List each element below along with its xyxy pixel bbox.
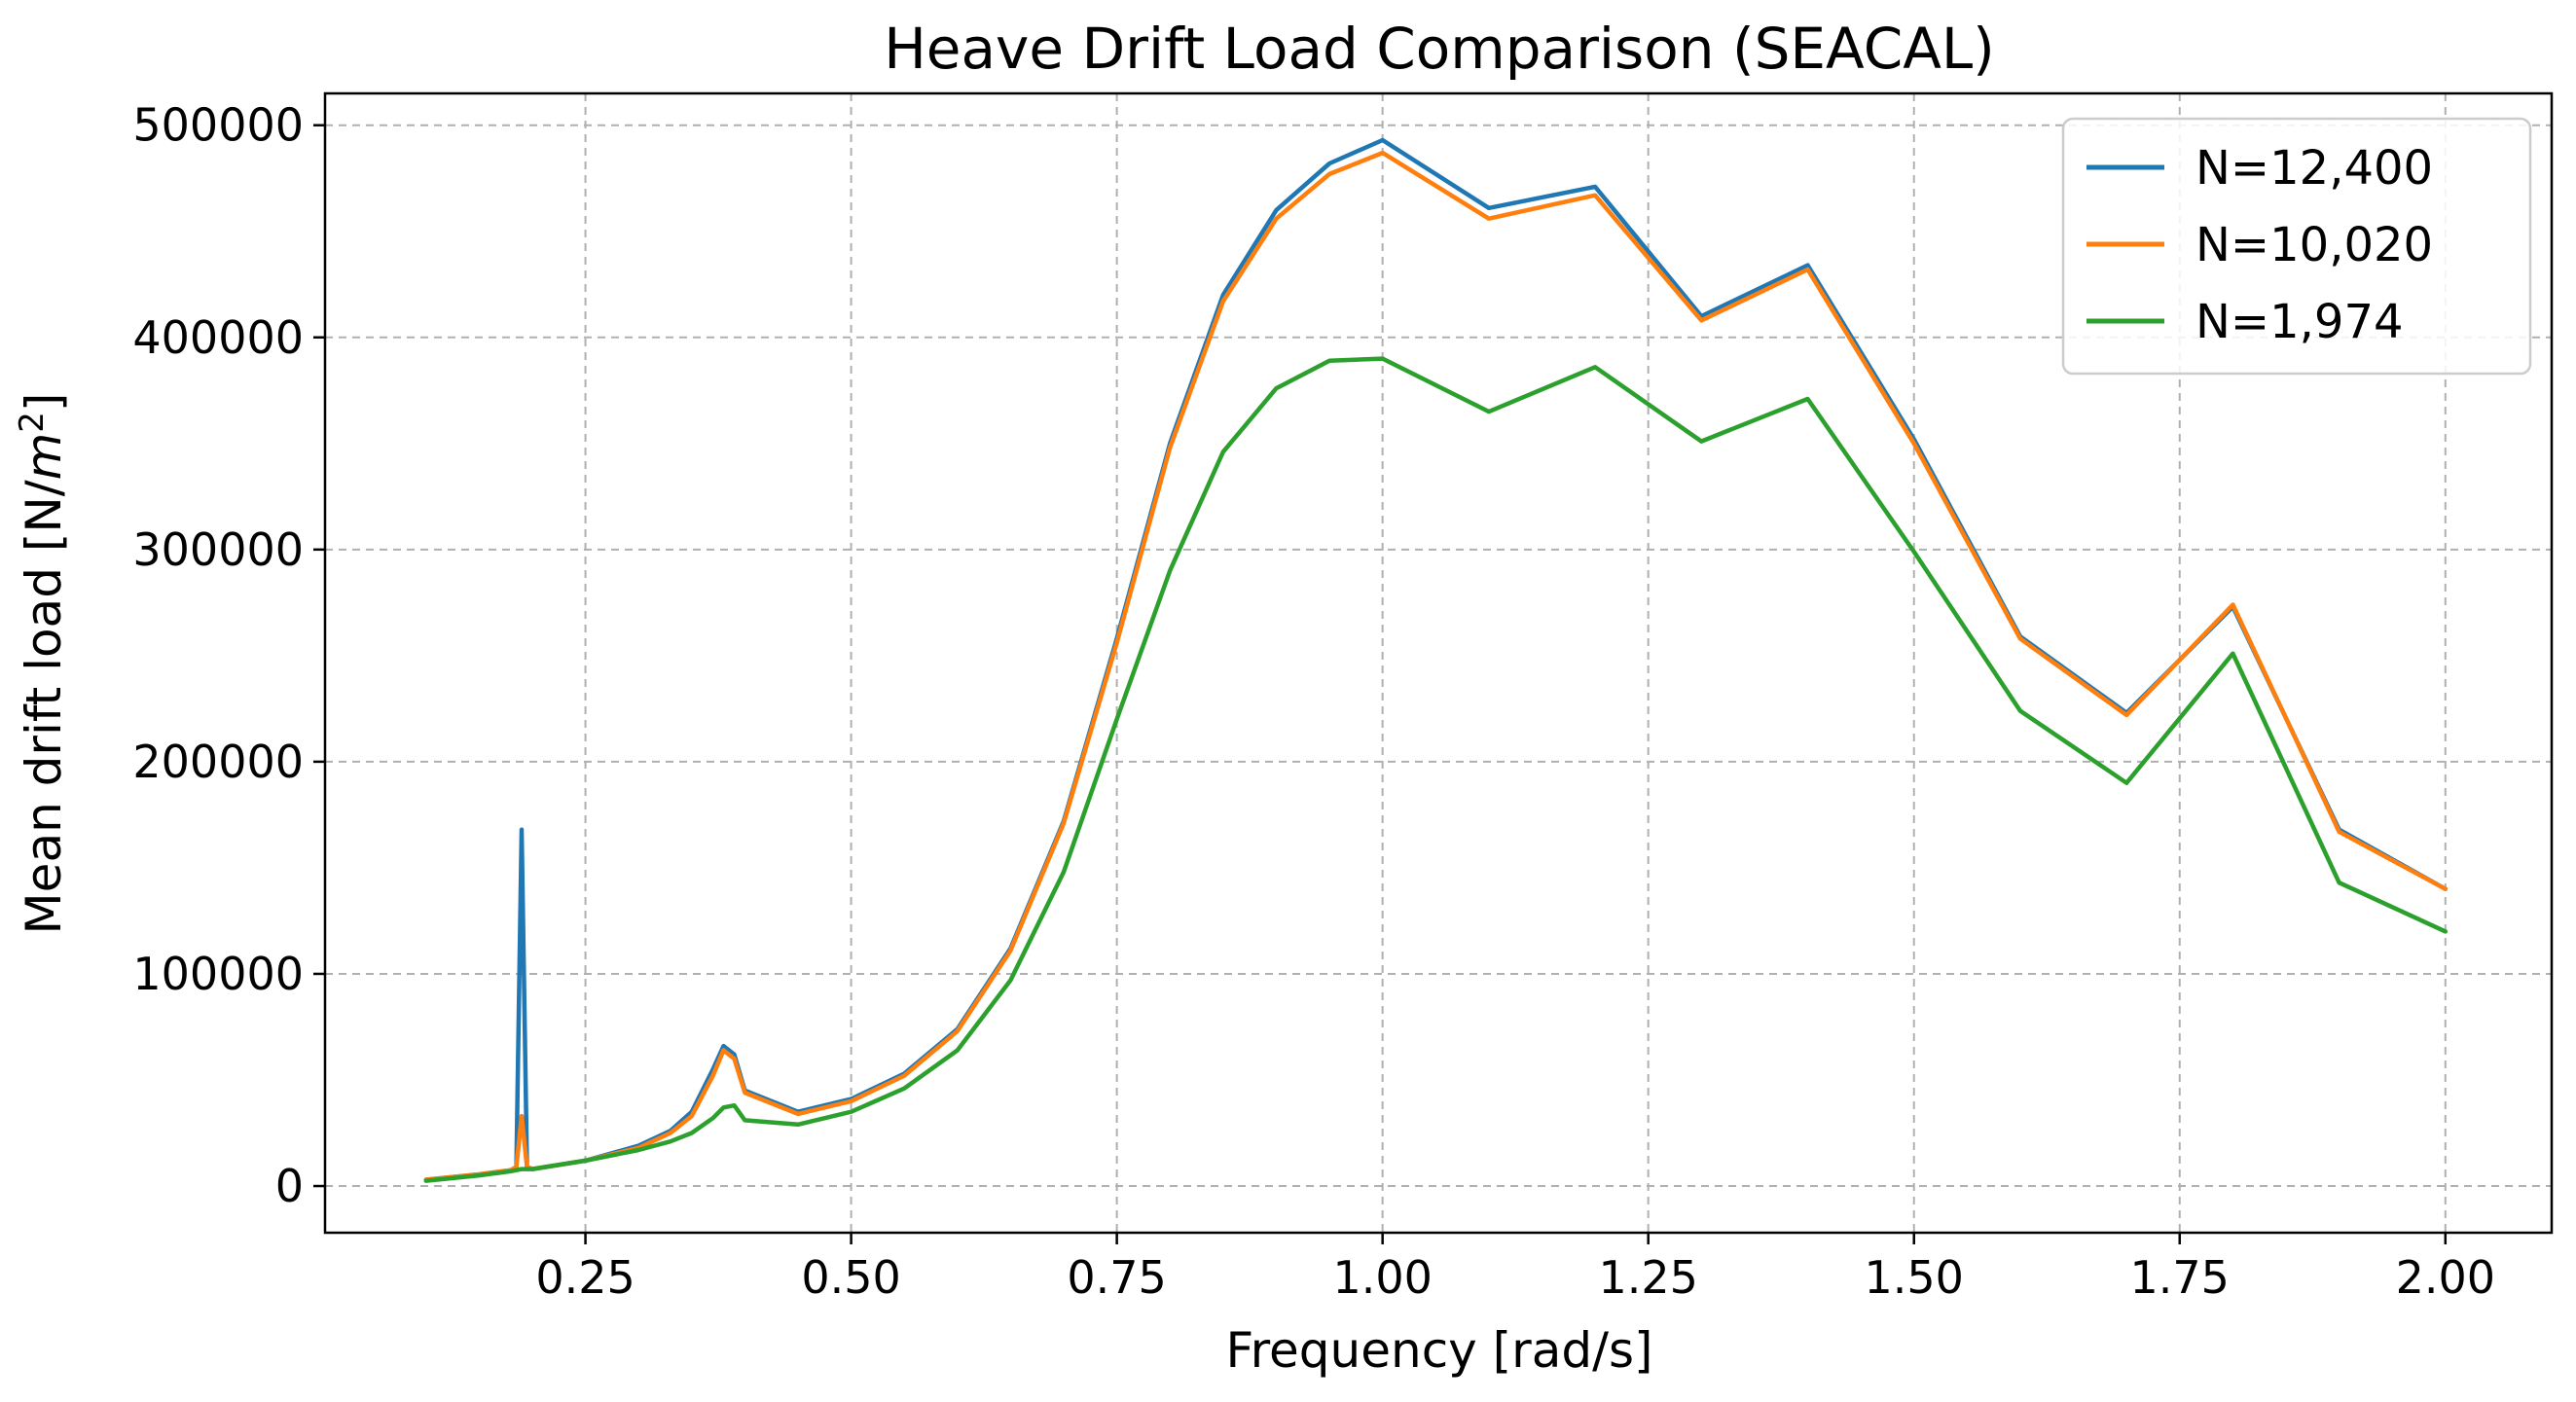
legend-label: N=10,020 — [2195, 218, 2433, 272]
y-tick-label: 500000 — [132, 99, 304, 152]
x-tick-label: 1.75 — [2130, 1251, 2230, 1304]
legend-entries: N=12,400 N=10,020 N=1,974 — [2086, 141, 2433, 349]
series-line-3 — [423, 356, 2449, 1183]
y-tick-label: 0 — [275, 1160, 304, 1212]
legend-box — [2061, 117, 2532, 376]
chart-title: Heave Drift Load Comparison (SEACAL) — [884, 16, 1995, 82]
x-axis-label: Frequency [rad/s] — [1225, 1322, 1652, 1379]
legend: N=12,400 N=10,020 N=1,974 — [2061, 117, 2532, 376]
plot-frame — [323, 91, 2554, 1235]
y-axis-label-exponent: 2 — [13, 412, 52, 433]
y-tick-label: 200000 — [132, 736, 304, 788]
y-axis-label-suffix: ] — [16, 393, 72, 413]
y-tick-label: 300000 — [132, 523, 304, 576]
legend-label: N=1,974 — [2195, 295, 2404, 349]
y-axis-label-prefix: Mean drift load [N/ — [16, 480, 72, 934]
x-axis-ticks: 0.25 0.50 0.75 1.00 1.25 1.50 1.75 2.00 — [535, 1233, 2495, 1304]
x-tick-label: 1.00 — [1332, 1251, 1432, 1304]
legend-label: N=12,400 — [2195, 141, 2433, 196]
y-tick-label: 100000 — [132, 948, 304, 1000]
y-axis-label-unit: m — [16, 433, 72, 481]
x-tick-label: 2.00 — [2396, 1251, 2495, 1304]
x-tick-label: 0.25 — [535, 1251, 635, 1304]
y-tick-label: 400000 — [132, 311, 304, 364]
x-tick-label: 0.75 — [1067, 1251, 1166, 1304]
y-axis-ticks: 0 100000 200000 300000 400000 500000 — [132, 99, 325, 1212]
series-layer — [423, 137, 2449, 1183]
x-tick-label: 1.50 — [1865, 1251, 1964, 1304]
x-tick-label: 0.50 — [801, 1251, 900, 1304]
y-axis-label: Mean drift load [N/m2] — [13, 393, 72, 935]
x-tick-label: 1.25 — [1598, 1251, 1697, 1304]
